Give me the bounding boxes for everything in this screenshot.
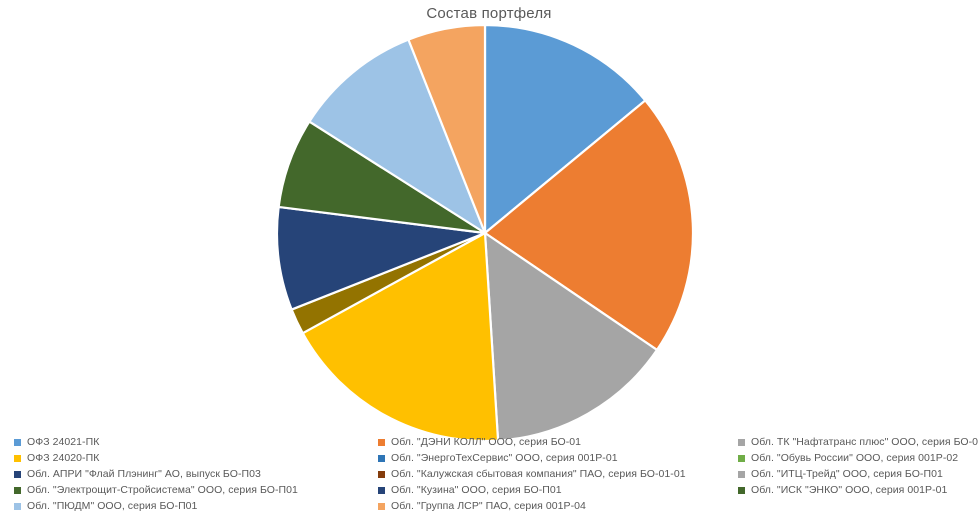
legend-item[interactable]: Обл. "ПЮДМ" ООО, серия БО-П01 bbox=[14, 498, 370, 514]
legend-item-label: Обл. АПРИ "Флай Плэнинг" АО, выпуск БО-П… bbox=[27, 468, 261, 480]
chart-legend: ОФЗ 24021-ПК ОФЗ 24020-ПК Обл. АПРИ "Фла… bbox=[0, 434, 978, 512]
legend-item[interactable]: Обл. "Обувь России" ООО, серия 001Р-02 bbox=[738, 450, 978, 466]
legend-item-label: ОФЗ 24021-ПК bbox=[27, 436, 100, 448]
legend-item-label: Обл. "ИСК "ЭНКО" ООО, серия 001Р-01 bbox=[751, 484, 948, 496]
pie-slice[interactable]: Обл. ТК "Нафтатранс плюс" ООО, серия БО-… bbox=[483, 231, 659, 440]
legend-item[interactable]: ОФЗ 24021-ПК bbox=[14, 434, 370, 450]
legend-item-label: Обл. "ЭнергоТехСервис" ООО, серия 001Р-0… bbox=[391, 452, 618, 464]
pie-slice[interactable]: Обл. "ПЮДМ" ООО, серия БО-П01: 10% bbox=[308, 38, 487, 235]
pie-slice[interactable]: Обл. "Группа ЛСР" ПАО, серия 001Р-04: 6% bbox=[407, 23, 487, 235]
legend-item-label: Обл. "ПЮДМ" ООО, серия БО-П01 bbox=[27, 500, 198, 512]
pie-svg: ОФЗ 24021-ПК: 14%Обл. "ДЭНИ КОЛЛ" ООО, с… bbox=[275, 23, 695, 440]
legend-item[interactable]: Обл. "Электрощит-Стройсистема" ООО, сери… bbox=[14, 482, 370, 498]
pie-slice[interactable]: ОФЗ 24021-ПК: 14% bbox=[483, 23, 647, 235]
legend-swatch-icon bbox=[14, 438, 21, 446]
legend-item[interactable]: Обл. АПРИ "Флай Плэнинг" АО, выпуск БО-П… bbox=[14, 466, 370, 482]
legend-item-label: Обл. "Обувь России" ООО, серия 001Р-02 bbox=[751, 452, 959, 464]
legend-item-label: Обл. "ДЭНИ КОЛЛ" ООО, серия БО-01 bbox=[391, 436, 582, 448]
legend-column-2: Обл. "ДЭНИ КОЛЛ" ООО, серия БО-01 Обл. "… bbox=[370, 434, 730, 514]
legend-item[interactable]: Обл. "ДЭНИ КОЛЛ" ООО, серия БО-01 bbox=[378, 434, 730, 450]
pie-plot-area: ОФЗ 24021-ПК: 14%Обл. "ДЭНИ КОЛЛ" ООО, с… bbox=[275, 23, 695, 440]
legend-swatch-icon bbox=[378, 470, 385, 478]
legend-swatch-icon bbox=[14, 470, 21, 478]
pie-slice[interactable]: ОФЗ 24020-ПК: 18% bbox=[301, 231, 500, 440]
legend-swatch-icon bbox=[378, 454, 385, 462]
legend-swatch-icon bbox=[14, 502, 21, 510]
legend-swatch-icon bbox=[738, 486, 745, 494]
legend-item-label: Обл. ТК "Нафтатранс плюс" ООО, серия БО-… bbox=[751, 436, 978, 448]
legend-item[interactable]: Обл. "Группа ЛСР" ПАО, серия 001Р-04 bbox=[378, 498, 730, 514]
legend-item[interactable]: Обл. "ИТЦ-Трейд" ООО, серия БО-П01 bbox=[738, 466, 978, 482]
legend-item[interactable]: Обл. ТК "Нафтатранс плюс" ООО, серия БО-… bbox=[738, 434, 978, 450]
legend-item[interactable]: ОФЗ 24020-ПК bbox=[14, 450, 370, 466]
legend-swatch-icon bbox=[738, 438, 745, 446]
legend-swatch-icon bbox=[14, 454, 21, 462]
chart-title: Состав портфеля bbox=[426, 5, 552, 22]
legend-swatch-icon bbox=[738, 454, 745, 462]
legend-item[interactable]: Обл. "Калужская сбытовая компания" ПАО, … bbox=[378, 466, 730, 482]
legend-item-label: Обл. "ИТЦ-Трейд" ООО, серия БО-П01 bbox=[751, 468, 943, 480]
legend-item-label: Обл. "Калужская сбытовая компания" ПАО, … bbox=[391, 468, 686, 480]
legend-column-1: ОФЗ 24021-ПК ОФЗ 24020-ПК Обл. АПРИ "Фла… bbox=[0, 434, 370, 514]
legend-swatch-icon bbox=[14, 486, 21, 494]
legend-swatch-icon bbox=[738, 470, 745, 478]
legend-item[interactable]: Обл. "ЭнергоТехСервис" ООО, серия 001Р-0… bbox=[378, 450, 730, 466]
legend-item-label: Обл. "Группа ЛСР" ПАО, серия 001Р-04 bbox=[391, 500, 586, 512]
legend-item-label: ОФЗ 24020-ПК bbox=[27, 452, 100, 464]
legend-column-3: Обл. ТК "Нафтатранс плюс" ООО, серия БО-… bbox=[730, 434, 978, 498]
legend-item-label: Обл. "Электрощит-Стройсистема" ООО, сери… bbox=[27, 484, 298, 496]
legend-item[interactable]: Обл. "ИСК "ЭНКО" ООО, серия 001Р-01 bbox=[738, 482, 978, 498]
pie-slice[interactable]: Обл. "ДЭНИ КОЛЛ" ООО, серия БО-01: 20.5% bbox=[483, 99, 695, 352]
pie-slice[interactable]: Обл. АПРИ "Флай Плэнинг" АО, выпуск БО-П… bbox=[275, 205, 487, 311]
pie-slices-group: ОФЗ 24021-ПК: 14%Обл. "ДЭНИ КОЛЛ" ООО, с… bbox=[275, 23, 695, 440]
legend-swatch-icon bbox=[378, 438, 385, 446]
legend-swatch-icon bbox=[378, 486, 385, 494]
legend-item[interactable]: Обл. "Кузина" ООО, серия БО-П01 bbox=[378, 482, 730, 498]
legend-swatch-icon bbox=[378, 502, 385, 510]
legend-item-label: Обл. "Кузина" ООО, серия БО-П01 bbox=[391, 484, 562, 496]
